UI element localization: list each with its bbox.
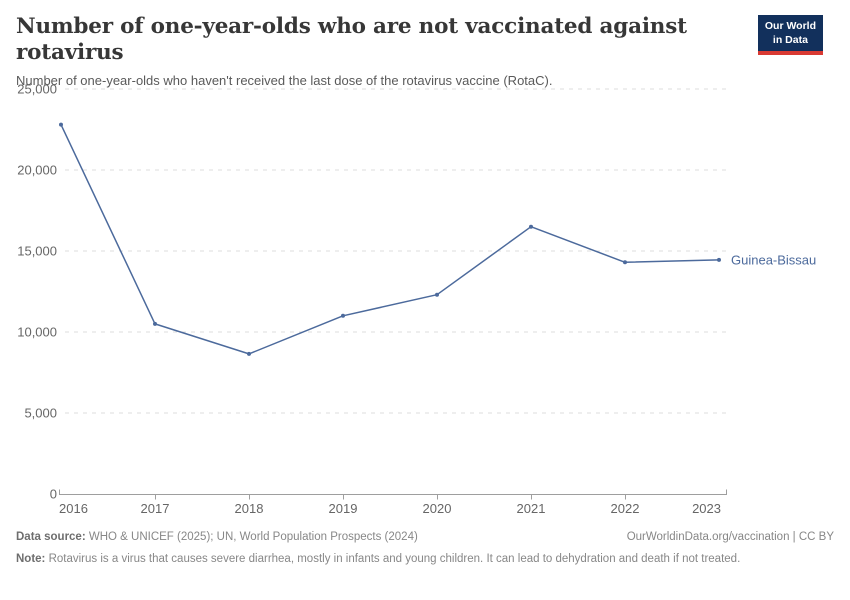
series-line[interactable] xyxy=(60,124,720,355)
x-tick-label: 2018 xyxy=(235,501,264,516)
source-row: Data source: WHO & UNICEF (2025); UN, Wo… xyxy=(16,529,834,546)
y-tick-label: 5,000 xyxy=(24,406,57,421)
data-source: Data source: WHO & UNICEF (2025); UN, Wo… xyxy=(16,529,418,546)
series-label[interactable]: Guinea-Bissau xyxy=(731,252,816,267)
x-tick-label: 2016 xyxy=(59,501,88,516)
chart-header: Number of one-year-olds who are not vacc… xyxy=(0,0,850,89)
data-point[interactable] xyxy=(153,321,157,326)
owid-logo[interactable]: Our World in Data xyxy=(757,15,823,56)
chart-note: Note: Rotavirus is a virus that causes s… xyxy=(16,551,741,568)
x-tick-label: 2020 xyxy=(423,501,452,516)
owid-logo-line1: Our World xyxy=(764,20,816,32)
note-label: Note: xyxy=(16,552,46,565)
data-point[interactable] xyxy=(623,260,627,265)
data-point[interactable] xyxy=(59,122,63,127)
data-source-text: WHO & UNICEF (2025); UN, World Populatio… xyxy=(85,531,418,543)
page-subtitle: Number of one-year-olds who haven't rece… xyxy=(16,72,553,88)
footer-link[interactable]: OurWorldinData.org/vaccination | CC BY xyxy=(626,531,834,543)
y-tick-label: 0 xyxy=(50,487,57,502)
x-tick-label: 2021 xyxy=(517,501,546,516)
x-tick-label: 2022 xyxy=(611,501,640,516)
y-tick-label: 15,000 xyxy=(17,244,57,259)
data-point[interactable] xyxy=(341,313,345,318)
note-text: Rotavirus is a virus that causes severe … xyxy=(45,552,741,565)
chart-footer: Data source: WHO & UNICEF (2025); UN, Wo… xyxy=(16,529,834,567)
x-tick-label: 2019 xyxy=(329,501,358,516)
x-tick-label: 2023 xyxy=(692,501,721,516)
data-point[interactable] xyxy=(247,351,251,356)
x-tick-label: 2017 xyxy=(141,501,170,516)
data-point[interactable] xyxy=(435,292,439,297)
data-point[interactable] xyxy=(717,257,721,262)
data-point[interactable] xyxy=(529,224,533,229)
data-source-label: Data source: xyxy=(16,531,86,543)
y-tick-label: 10,000 xyxy=(17,325,57,340)
page-title: Number of one-year-olds who are not vacc… xyxy=(16,14,687,65)
owid-logo-line2: in Data xyxy=(772,33,808,46)
y-tick-label: 20,000 xyxy=(17,163,57,178)
